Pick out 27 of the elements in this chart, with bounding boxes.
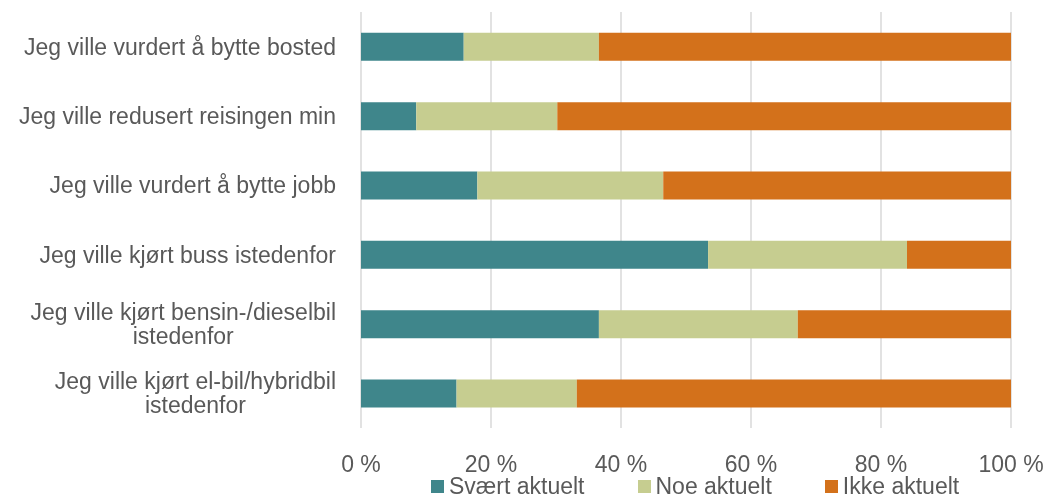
bar [361, 379, 457, 408]
bar [708, 240, 907, 269]
x-tick-label: 100 % [978, 451, 1044, 477]
bar [598, 310, 798, 339]
bar [361, 171, 478, 200]
bar [361, 32, 464, 61]
x-tick-label: 0 % [341, 451, 381, 477]
y-tick-label: Jeg ville kjørt buss istedenfor [39, 241, 337, 268]
bar [907, 240, 1011, 269]
bar [463, 32, 599, 61]
bar [576, 379, 1011, 408]
y-tick-label: Jeg ville vurdert å bytte jobb [49, 172, 337, 199]
bar [477, 171, 664, 200]
y-tick-label: Jeg ville kjørt bensin-/dieselbil istedenfor [30, 299, 336, 349]
bar [663, 171, 1011, 200]
y-tick-label: Jeg ville vurdert å bytte bosted [24, 33, 336, 60]
x-tick-label: 40 % [594, 451, 648, 477]
bar [797, 310, 1011, 339]
bar [361, 240, 709, 269]
bar [456, 379, 577, 408]
y-tick-label: Jeg ville kjørt el-bil/hybridbil istedenfor [54, 368, 336, 419]
y-tick-label: Jeg ville redusert reisingen min [18, 103, 337, 129]
bar [557, 102, 1011, 131]
bar [361, 102, 417, 131]
bar [598, 32, 1011, 61]
bar [416, 102, 558, 131]
bar [361, 310, 599, 339]
